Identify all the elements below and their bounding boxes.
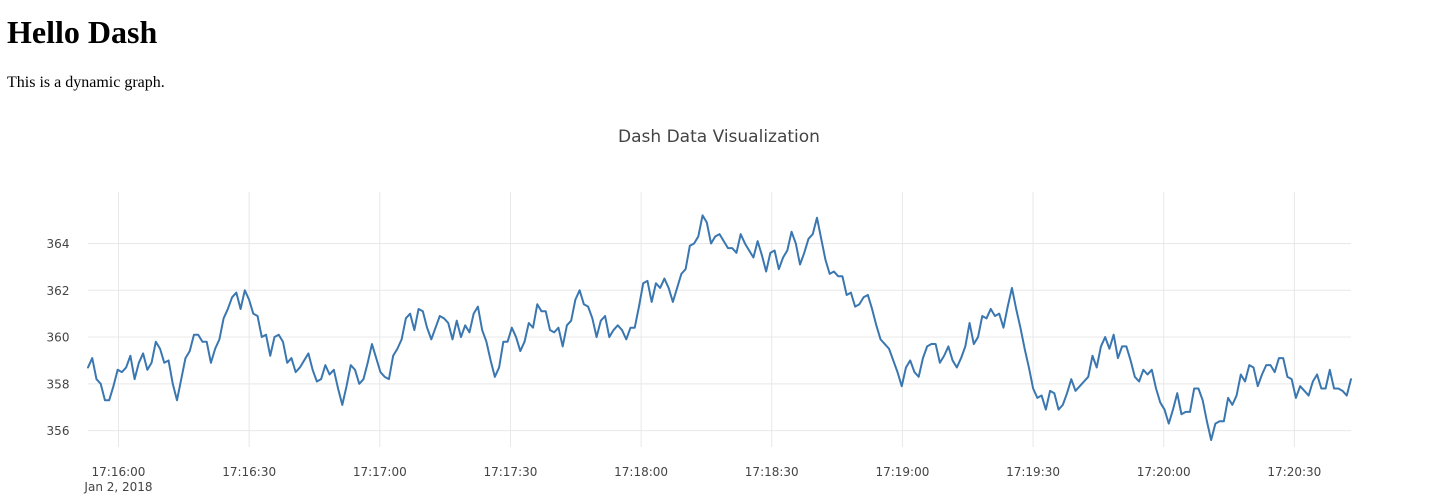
x-tick-label: 17:16:00	[92, 465, 146, 479]
series-line[interactable]	[87, 214, 1352, 441]
y-tick-label: 362	[47, 284, 70, 298]
chart-title: Dash Data Visualization	[618, 127, 820, 147]
page-title: Hello Dash	[7, 14, 158, 50]
x-tick-label: 17:17:30	[483, 465, 537, 479]
x-tick-label: 17:20:00	[1137, 465, 1191, 479]
x-tick-label: 17:20:30	[1267, 465, 1321, 479]
graph-container[interactable]: Dash Data Visualization 356 358 360 362 364 …	[0, 100, 1438, 500]
x-tick-label: 17:17:00	[353, 465, 407, 479]
x-tick-label: 17:18:00	[614, 465, 668, 479]
y-tick-label: 364	[47, 237, 70, 251]
y-tick-label: 360	[47, 331, 70, 345]
x-tick-label: 17:16:30	[222, 465, 276, 479]
y-tick-label: 356	[47, 424, 70, 438]
x-tick-sublabel: Jan 2, 2018	[83, 480, 152, 494]
x-tick-label: 17:19:30	[1006, 465, 1060, 479]
page-description: This is a dynamic graph.	[7, 74, 165, 91]
x-tick-label: 17:18:30	[745, 465, 799, 479]
series-layer	[87, 214, 1352, 441]
y-axis-ticks: 356 358 360 362 364	[47, 237, 70, 438]
line-chart[interactable]: Dash Data Visualization 356358360362364 …	[0, 100, 1438, 500]
grid-layer	[88, 192, 1351, 447]
x-tick-label: 17:19:00	[875, 465, 929, 479]
y-tick-label: 358	[47, 377, 70, 391]
